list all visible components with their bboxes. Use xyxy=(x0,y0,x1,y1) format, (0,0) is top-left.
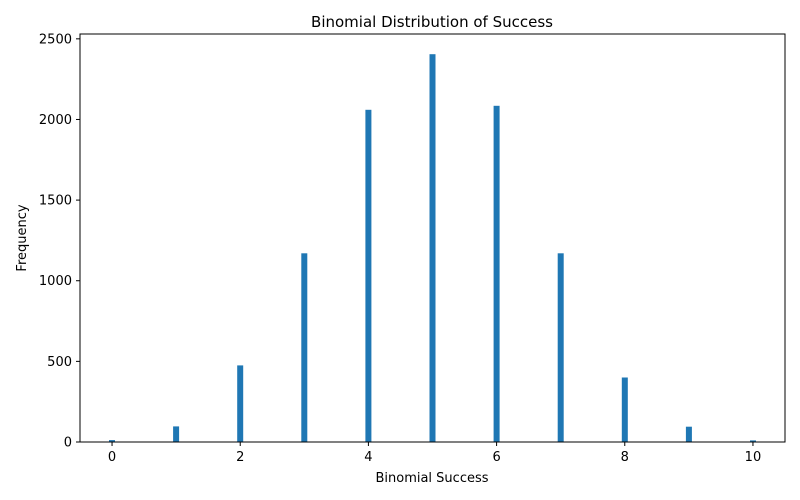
x-tick-label: 0 xyxy=(108,450,116,465)
y-tick-label: 1500 xyxy=(39,194,72,209)
y-axis-ticks: 0 500 1000 1500 2000 2500 xyxy=(39,32,80,451)
y-tick-label: 2000 xyxy=(39,113,72,128)
bar-6 xyxy=(493,105,500,443)
bar-10 xyxy=(750,440,756,442)
y-tick-label: 0 xyxy=(64,436,72,451)
bar-2 xyxy=(237,365,244,442)
x-tick-label: 8 xyxy=(621,450,629,465)
y-tick-label: 2500 xyxy=(39,32,72,47)
y-tick-label: 1000 xyxy=(39,274,72,289)
bar-9 xyxy=(685,426,692,442)
y-axis-label: Frequency xyxy=(15,204,30,271)
chart-title: Binomial Distribution of Success xyxy=(311,13,553,31)
bar-5 xyxy=(429,54,436,442)
x-tick-label: 6 xyxy=(492,450,500,465)
bar-1 xyxy=(173,426,180,442)
bar-0 xyxy=(109,440,115,442)
plot-frame xyxy=(79,33,786,443)
bar-4 xyxy=(365,109,372,443)
x-tick-label: 2 xyxy=(236,450,244,465)
x-tick-label: 4 xyxy=(364,450,372,465)
bar-8 xyxy=(621,377,628,442)
x-tick-label: 10 xyxy=(745,450,762,465)
x-axis-label: Binomial Success xyxy=(375,471,488,486)
bars-group xyxy=(109,54,756,443)
bar-3 xyxy=(301,253,308,442)
x-axis-ticks: 0 2 4 6 8 10 xyxy=(108,442,761,465)
y-tick-label: 500 xyxy=(47,355,72,370)
bar-7 xyxy=(557,253,564,442)
